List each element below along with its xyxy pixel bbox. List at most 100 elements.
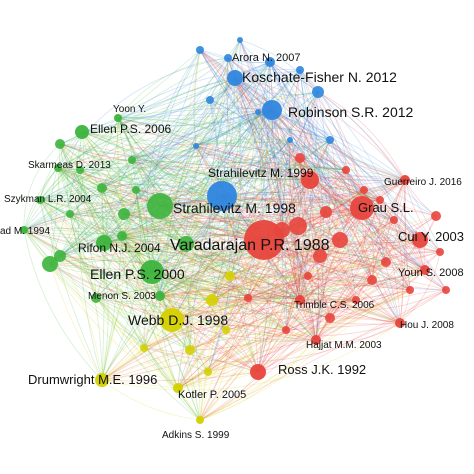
network-edge xyxy=(79,169,231,277)
network-node-unlabeled xyxy=(342,166,350,174)
node-label-arora: Arora N. 2007 xyxy=(232,52,300,64)
network-edge xyxy=(159,295,287,331)
network-edge xyxy=(325,211,421,241)
network-edge xyxy=(404,179,441,253)
network-edge xyxy=(234,77,447,291)
network-node-trimble[interactable] xyxy=(295,295,305,305)
network-node-ellen2006[interactable] xyxy=(75,125,89,139)
network-edge xyxy=(159,295,357,304)
network-edge xyxy=(81,131,347,171)
network-edge xyxy=(159,111,259,207)
network-edge xyxy=(257,111,341,241)
network-node-drumwright[interactable] xyxy=(95,373,109,387)
network-edge xyxy=(49,77,236,265)
network-edge xyxy=(309,179,447,291)
network-node-unlabeled xyxy=(193,143,199,149)
network-edge xyxy=(177,111,259,389)
network-edge xyxy=(131,159,213,301)
network-edge xyxy=(159,295,209,373)
network-node-youn[interactable] xyxy=(420,265,430,275)
network-edge xyxy=(299,157,406,181)
network-edge xyxy=(271,109,395,221)
node-label-ellen2000: Ellen P.S. 2000 xyxy=(90,266,185,282)
network-edge xyxy=(269,61,357,301)
network-node-cui[interactable] xyxy=(412,232,428,248)
network-node-kotler[interactable] xyxy=(173,383,183,393)
network-node-unlabeled xyxy=(352,296,360,304)
network-node-yoon[interactable] xyxy=(114,114,122,122)
network-edge xyxy=(211,294,301,301)
network-node-szykman[interactable] xyxy=(36,196,44,204)
network-node-menon[interactable] xyxy=(155,291,165,301)
network-edge xyxy=(317,91,421,241)
network-node-skarmeas[interactable] xyxy=(54,164,62,172)
network-edge xyxy=(269,61,387,263)
network-node-arora[interactable] xyxy=(265,57,275,67)
network-edge xyxy=(39,199,153,273)
network-edge xyxy=(59,139,291,158)
network-node-ellen2000[interactable] xyxy=(140,260,164,284)
network-edge xyxy=(199,225,299,421)
network-edge xyxy=(135,189,173,321)
network-edge xyxy=(79,169,123,237)
network-edge xyxy=(185,77,236,245)
network-edge xyxy=(299,157,381,201)
node-label-adkins: Adkins S. 1999 xyxy=(162,430,230,441)
network-edge xyxy=(39,199,249,299)
network-edge xyxy=(227,57,363,209)
network-node-guerreiro[interactable] xyxy=(400,175,410,185)
network-node-unlabeled xyxy=(436,248,444,256)
network-edge xyxy=(211,189,365,301)
network-node-hou[interactable] xyxy=(395,318,405,328)
node-label-cui: Cui Y. 2003 xyxy=(398,229,464,244)
network-edge xyxy=(285,169,347,331)
network-node-rifon[interactable] xyxy=(96,235,112,251)
network-edge xyxy=(23,69,301,231)
network-edge xyxy=(309,179,411,291)
network-node-unlabeled xyxy=(295,153,305,163)
network-edge xyxy=(404,179,411,291)
network-edge xyxy=(59,255,357,301)
network-edge xyxy=(39,111,259,201)
network-node-ross[interactable] xyxy=(250,364,266,380)
network-node-unlabeled xyxy=(147,193,173,219)
network-edge xyxy=(59,143,179,389)
network-edge xyxy=(159,91,319,207)
network-edge xyxy=(229,139,291,277)
label-layer: Arora N. 2007 Koschate-Fisher N. 2012 Robi… xyxy=(0,52,464,441)
network-node-koschate[interactable] xyxy=(227,70,243,86)
network-node-strahilevitz1998[interactable] xyxy=(207,181,237,211)
network-edge xyxy=(117,61,271,119)
network-edge xyxy=(289,139,347,171)
network-node-varadarajan[interactable] xyxy=(244,220,284,260)
network-edge xyxy=(57,161,347,171)
network-node-adkins[interactable] xyxy=(196,416,204,424)
network-edge xyxy=(59,143,123,237)
network-edge xyxy=(103,242,231,277)
network-edge xyxy=(199,49,406,181)
network-edge xyxy=(81,131,125,215)
network-node-robinson[interactable] xyxy=(262,100,282,120)
network-edge xyxy=(57,122,331,169)
network-node-grau[interactable] xyxy=(350,196,374,220)
network-node-strahilevitz1999[interactable] xyxy=(301,171,319,189)
network-node-ad1994[interactable] xyxy=(20,226,28,234)
network-edge xyxy=(143,322,401,363)
network-edge xyxy=(221,191,437,217)
network-edge xyxy=(271,109,401,324)
network-edge xyxy=(329,179,406,319)
network-edge xyxy=(117,117,311,181)
network-edge xyxy=(285,219,395,331)
network-edge xyxy=(95,109,273,299)
network-node-webb[interactable] xyxy=(160,308,184,332)
network-edge xyxy=(159,145,197,297)
network-edge xyxy=(177,157,301,389)
network-edge xyxy=(151,271,411,291)
network-edge xyxy=(117,117,179,389)
network-edge xyxy=(261,61,301,301)
network-edge xyxy=(221,91,319,197)
network-node-hajjat[interactable] xyxy=(311,335,321,345)
network-edge xyxy=(57,61,271,169)
network-edge xyxy=(69,189,137,215)
